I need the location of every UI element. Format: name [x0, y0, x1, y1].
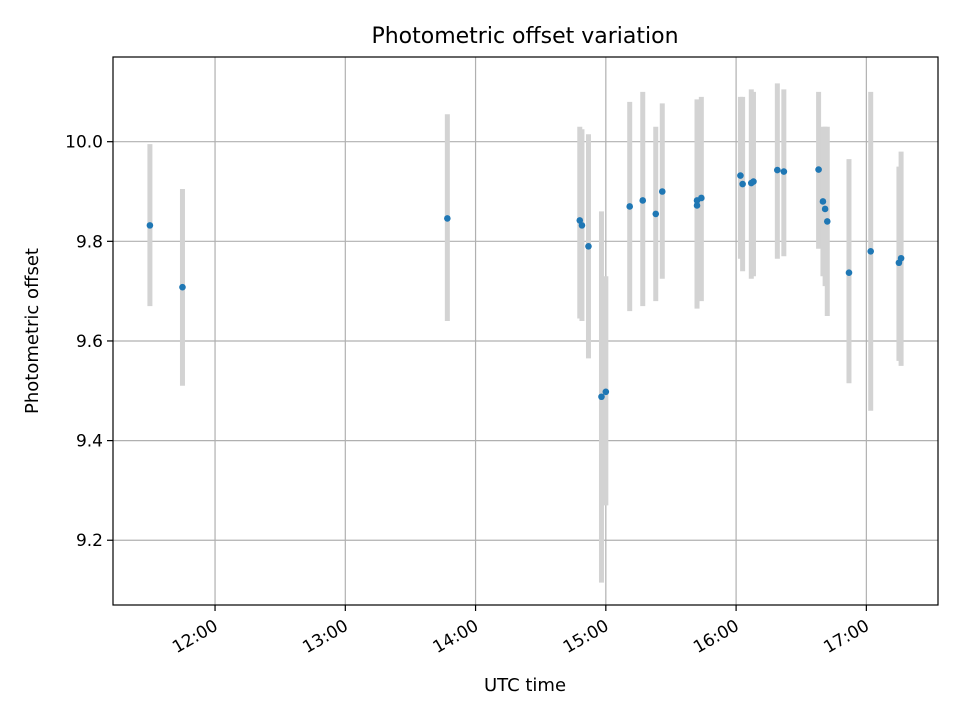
data-point — [815, 166, 822, 173]
plot-frame — [112, 56, 939, 606]
x-axis-label: UTC time — [484, 675, 566, 696]
data-point — [698, 194, 705, 202]
data-point — [821, 205, 829, 213]
data-point — [693, 202, 701, 209]
y-axis-label: Photometric offset — [22, 248, 43, 414]
y-tick-label: 10.0 — [65, 133, 103, 153]
data-point — [602, 388, 610, 396]
data-point — [578, 222, 586, 229]
data-point — [823, 218, 831, 225]
chart-title: Photometric offset variation — [371, 24, 678, 49]
data-points — [146, 166, 905, 401]
data-point — [179, 283, 186, 291]
data-point — [576, 217, 584, 224]
data-point — [639, 197, 647, 204]
data-point — [146, 222, 154, 229]
data-point — [780, 168, 788, 175]
data-point — [737, 172, 744, 179]
data-point — [867, 247, 874, 255]
y-axis-ticks: 9.2 9.4 9.6 9.8 10.0 — [65, 133, 113, 551]
y-tick-label: 9.2 — [76, 531, 103, 551]
data-point — [444, 215, 451, 222]
data-point — [774, 166, 781, 174]
data-point — [845, 269, 853, 277]
data-point — [598, 393, 605, 401]
data-point — [897, 254, 905, 262]
data-point — [658, 188, 666, 195]
data-point — [739, 180, 746, 188]
gridlines — [113, 57, 938, 605]
data-point — [585, 243, 592, 250]
data-point — [819, 198, 827, 205]
y-tick-label: 9.6 — [76, 332, 103, 352]
data-point — [652, 210, 660, 218]
data-point — [750, 178, 757, 185]
y-tick-label: 9.8 — [76, 232, 103, 252]
data-point — [626, 203, 634, 210]
y-tick-label: 9.4 — [76, 432, 103, 452]
